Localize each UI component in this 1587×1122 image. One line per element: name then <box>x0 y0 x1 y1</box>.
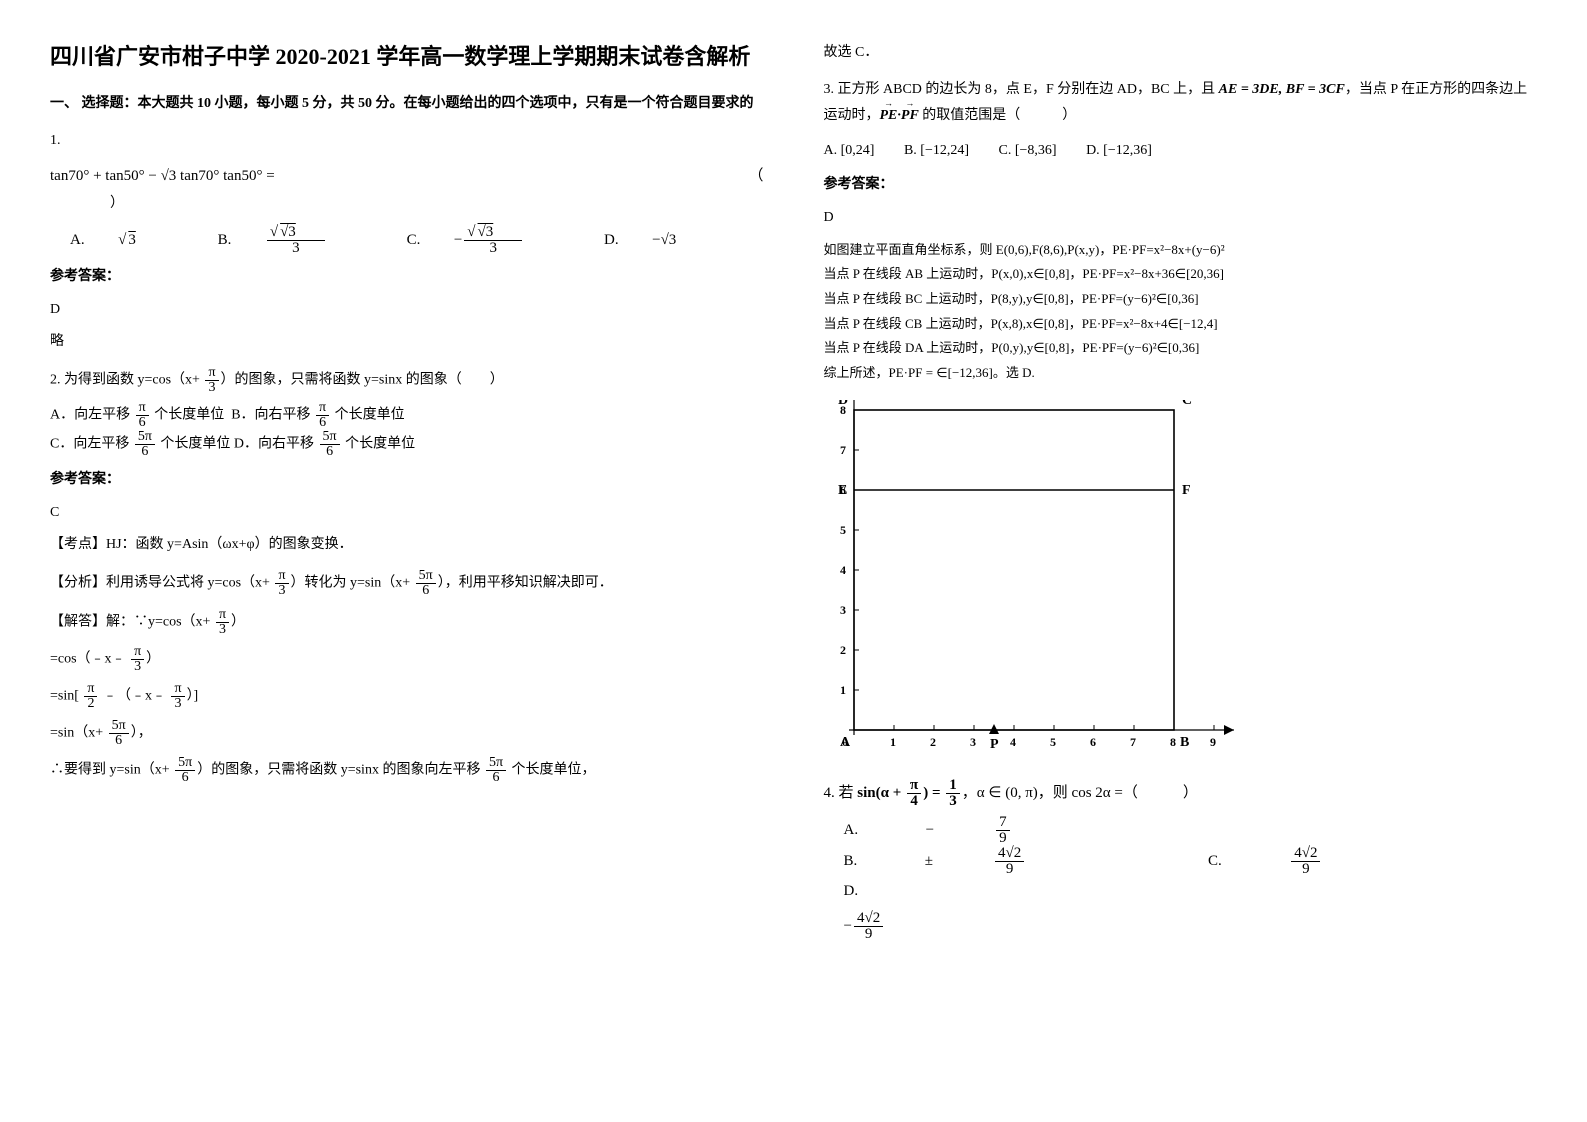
q1-options: A. √3 B. √√33 C. −√√33 D. −√3 <box>70 225 764 256</box>
svg-text:P: P <box>990 737 999 752</box>
svg-text:1: 1 <box>890 735 896 749</box>
q2-post: ）的图象，只需将函数 y=sinx 的图象（ ） <box>221 373 504 388</box>
svg-text:D: D <box>838 400 848 408</box>
q2-choice: 故选 C． <box>824 40 1538 67</box>
q3-s6: 综上所述，PE·PF = ∈[−12,36]。选 D. <box>824 361 1538 386</box>
svg-text:A: A <box>840 735 851 750</box>
svg-text:4: 4 <box>840 563 846 577</box>
svg-text:7: 7 <box>1130 735 1136 749</box>
q2-analysis: 【分析】利用诱导公式将 y=cos（x+ π3）转化为 y=sin（x+ 5π6… <box>50 569 764 598</box>
section-head: 一、 选择题：本大题共 10 小题，每小题 5 分，共 50 分。在每小题给出的… <box>50 91 764 118</box>
svg-text:9: 9 <box>1210 735 1216 749</box>
q3-tail: 的取值范围是（ ） <box>919 108 1077 123</box>
q2-sol5: ∴要得到 y=sin（x+ 5π6）的图象，只需将函数 y=sinx 的图象向左… <box>50 756 764 785</box>
q2-answer: C <box>50 500 764 527</box>
q1-answer: D <box>50 297 764 324</box>
q3-s2: 当点 P 在线段 AB 上运动时，P(x,0),x∈[0,8]，PE·PF=x²… <box>824 262 1538 287</box>
answer-label: 参考答案： <box>824 172 1538 199</box>
svg-text:2: 2 <box>930 735 936 749</box>
q3-s5: 当点 P 在线段 DA 上运动时，P(0,y),y∈[0,8]，PE·PF=(y… <box>824 336 1538 361</box>
answer-label: 参考答案： <box>50 467 764 494</box>
svg-text:1: 1 <box>840 683 846 697</box>
q4-optD-val: −4√29 <box>844 911 1538 942</box>
svg-text:5: 5 <box>1050 735 1056 749</box>
q3-answer: D <box>824 205 1538 232</box>
q2-sol3: =sin[ π2 ﹣（﹣x﹣ π3）] <box>50 682 764 711</box>
coordinate-diagram: y123456789123456780ABCDEFP <box>824 400 1538 760</box>
q2-pre: 2. 为得到函数 y=cos（x+ <box>50 373 203 388</box>
page: 四川省广安市柑子中学 2020-2021 学年高一数学理上学期期末试卷含解析 一… <box>50 40 1537 942</box>
svg-text:C: C <box>1182 400 1192 408</box>
svg-text:5: 5 <box>840 523 846 537</box>
svg-text:8: 8 <box>1170 735 1176 749</box>
question-2: 2. 为得到函数 y=cos（x+ π3）的图象，只需将函数 y=sinx 的图… <box>50 366 764 395</box>
q4-options: A. −79 B. ±4√29 C. 4√29 D. <box>844 815 1538 906</box>
q2-optC: C．向左平移 5π6 个长度单位 D．向右平移 5π6 个长度单位 <box>50 430 764 459</box>
svg-text:E: E <box>838 483 847 498</box>
q1-solution: 略 <box>50 329 764 356</box>
left-column: 四川省广安市柑子中学 2020-2021 学年高一数学理上学期期末试卷含解析 一… <box>50 40 764 942</box>
title-year: 2020-2021 <box>276 44 371 69</box>
svg-text:3: 3 <box>970 735 976 749</box>
svg-text:4: 4 <box>1010 735 1016 749</box>
diagram-svg: y123456789123456780ABCDEFP <box>824 400 1244 760</box>
close-paren: ） <box>110 196 124 211</box>
question-3: 3. 正方形 ABCD 的边长为 8，点 E，F 分别在边 AD，BC 上，且 … <box>824 77 1538 130</box>
q1-optA-label: A. <box>70 226 85 255</box>
q3-s3: 当点 P 在线段 BC 上运动时，P(8,y),y∈[0,8]，PE·PF=(y… <box>824 287 1538 312</box>
q2-sol4: =sin（x+ 5π6）， <box>50 719 764 748</box>
q3-cond: AE = 3DE, BF = 3CF <box>1219 82 1345 97</box>
svg-text:3: 3 <box>840 603 846 617</box>
q2-sol2: =cos（﹣x﹣ π3） <box>50 645 764 674</box>
q1-optD-val: −√3 <box>652 226 676 255</box>
q3-s1: 如图建立平面直角坐标系，则 E(0,6),F(8,6),P(x,y)，PE·PF… <box>824 238 1538 263</box>
q1-number: 1. <box>50 128 764 155</box>
answer-label: 参考答案： <box>50 264 764 291</box>
title-prefix: 四川省广安市柑子中学 <box>50 44 276 69</box>
title-suffix: 学年高一数学理上学期期末试卷含解析 <box>371 44 751 69</box>
question-1: 1. tan70° + tan50° − √3 tan70° tan50° = … <box>50 128 764 257</box>
q1-optB-label: B. <box>218 226 232 255</box>
q2-optA: A．向左平移 π6 个长度单位 B．向右平移 π6 个长度单位 <box>50 401 764 430</box>
svg-text:7: 7 <box>840 443 846 457</box>
svg-text:6: 6 <box>1090 735 1096 749</box>
q3-optB: B. [−12,24] <box>904 138 969 165</box>
q3-optA: A. [0,24] <box>824 138 875 165</box>
right-column: 故选 C． 3. 正方形 ABCD 的边长为 8，点 E，F 分别在边 AD，B… <box>824 40 1538 942</box>
svg-text:F: F <box>1182 483 1191 498</box>
svg-text:B: B <box>1180 735 1189 750</box>
doc-title: 四川省广安市柑子中学 2020-2021 学年高一数学理上学期期末试卷含解析 <box>50 40 764 73</box>
q3-optC: C. [−8,36] <box>999 138 1057 165</box>
q2-sol1: 【解答】解：∵y=cos（x+ π3） <box>50 608 764 637</box>
question-4: 4. 若 sin(α + π4) = 13，α ∈ (0, π)，则 cos 2… <box>824 778 1538 809</box>
q1-optD-label: D. <box>604 226 619 255</box>
q3-optD: D. [−12,36] <box>1086 138 1152 165</box>
q3-s4: 当点 P 在线段 CB 上运动时，P(x,8),x∈[0,8]，PE·PF=x²… <box>824 312 1538 337</box>
svg-text:2: 2 <box>840 643 846 657</box>
q1-expression: tan70° + tan50° − √3 tan70° tan50° = <box>50 168 275 184</box>
open-paren: （ <box>748 162 763 191</box>
q3-options: A. [0,24] B. [−12,24] C. [−8,36] D. [−12… <box>824 138 1538 165</box>
q2-point: 【考点】HJ：函数 y=Asin（ωx+φ）的图象变换． <box>50 532 764 559</box>
q1-optC-label: C. <box>407 226 421 255</box>
